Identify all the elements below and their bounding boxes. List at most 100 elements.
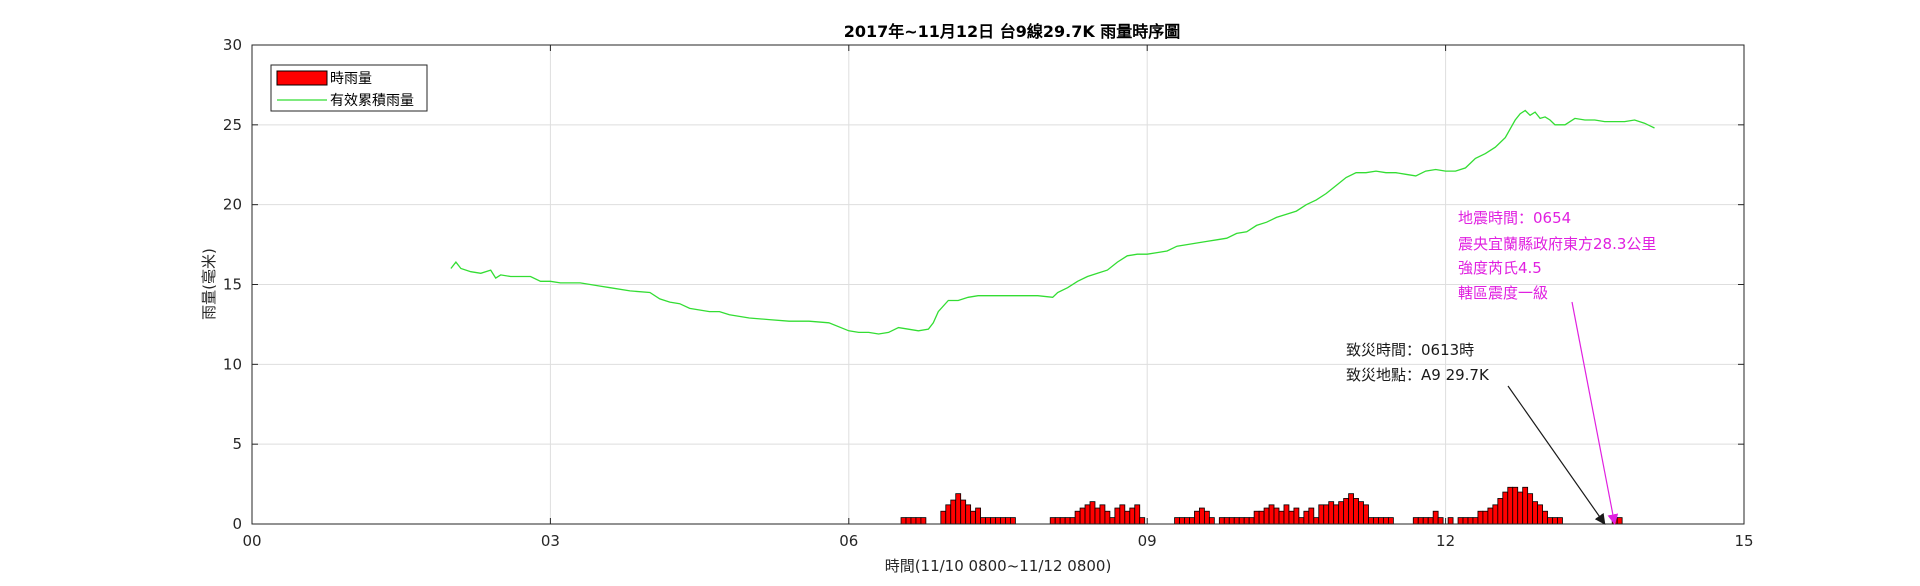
bar <box>1089 501 1096 525</box>
bar <box>1427 517 1434 525</box>
bar <box>1119 504 1126 525</box>
bar <box>970 510 977 525</box>
bar <box>945 504 952 525</box>
legend-label-hourly-rainfall: 時雨量 <box>330 71 372 87</box>
annotation-disaster-time: 致災時間：0613時 <box>1346 341 1474 359</box>
bar <box>1104 510 1111 525</box>
bar <box>1412 517 1419 525</box>
bar <box>900 517 907 525</box>
bar <box>1179 517 1185 525</box>
y-tick-label: 20 <box>223 196 242 214</box>
bar <box>1208 517 1215 525</box>
bar <box>1114 507 1121 525</box>
bar <box>1174 517 1180 525</box>
legend-label-cumulative-rainfall: 有效累積雨量 <box>330 93 414 109</box>
bar <box>1507 486 1514 525</box>
bar <box>1000 517 1006 525</box>
bar <box>1616 517 1623 525</box>
bar <box>1199 507 1205 525</box>
annotation-disaster: 致災時間：0613時 致災地點：A9 29.7K <box>1346 341 1606 525</box>
bar <box>1238 517 1245 525</box>
bar <box>1537 504 1543 525</box>
bar <box>1099 504 1106 525</box>
y-tick-label: 15 <box>223 276 242 294</box>
x-tick-label: 12 <box>1436 532 1455 550</box>
bar <box>1253 510 1260 525</box>
bar <box>1293 507 1300 525</box>
bar <box>1243 517 1250 525</box>
bar <box>1417 517 1424 525</box>
bar <box>1074 510 1081 525</box>
bar <box>1079 507 1086 525</box>
bar <box>915 517 922 525</box>
bar <box>1457 517 1464 525</box>
bar <box>1477 510 1484 525</box>
bar <box>1203 510 1210 525</box>
bar <box>920 517 927 525</box>
bar <box>995 517 1001 525</box>
bar <box>1313 517 1320 525</box>
bar <box>1512 486 1519 525</box>
annotation-earthquake-intensity: 轄區震度一級 <box>1458 284 1548 302</box>
annotation-earthquake-epicenter: 震央宜蘭縣政府東方28.3公里 <box>1458 235 1656 253</box>
bar <box>1522 486 1529 525</box>
bar <box>960 499 967 525</box>
bar <box>1288 510 1295 525</box>
bar <box>1353 498 1359 525</box>
y-tick-label: 0 <box>232 515 242 533</box>
y-tick-label: 30 <box>223 36 242 54</box>
bar <box>1273 507 1280 525</box>
x-tick-label: 00 <box>242 532 261 550</box>
bar <box>1348 493 1354 525</box>
bar <box>1388 517 1394 525</box>
bar <box>1064 517 1071 525</box>
bar <box>1049 517 1056 525</box>
bar <box>1343 498 1350 525</box>
bar <box>1134 504 1141 525</box>
annotation-earthquake-arrow <box>1571 301 1619 526</box>
annotation-earthquake: 地震時間：0654 震央宜蘭縣政府東方28.3公里 強度芮氏4.5 轄區震度一級 <box>1458 209 1656 526</box>
bar <box>1437 517 1444 525</box>
gridlines <box>252 45 1744 524</box>
x-tick-label: 09 <box>1138 532 1157 550</box>
bar <box>1447 517 1454 525</box>
bar <box>985 517 991 525</box>
bar <box>1109 517 1116 525</box>
bar <box>1005 517 1011 525</box>
bar <box>1482 510 1489 525</box>
bar <box>1542 510 1548 525</box>
bar <box>1094 507 1101 525</box>
y-tick-label: 25 <box>223 116 242 134</box>
bar <box>1194 510 1200 525</box>
bar <box>1383 517 1389 525</box>
bar <box>950 499 957 525</box>
bar <box>1069 517 1076 525</box>
bar <box>1517 491 1524 525</box>
bar <box>1378 517 1384 525</box>
bar <box>1189 517 1195 525</box>
bar <box>905 517 912 525</box>
bar <box>1333 504 1340 525</box>
bar <box>1228 517 1235 525</box>
bar <box>1129 507 1136 525</box>
annotation-disaster-arrow <box>1507 385 1606 525</box>
bar <box>1218 517 1225 525</box>
bar <box>910 517 917 525</box>
bar <box>1318 504 1325 525</box>
bar <box>980 517 986 525</box>
bar <box>1527 493 1534 525</box>
bar <box>1358 501 1364 525</box>
bar <box>1303 510 1310 525</box>
bar <box>1497 498 1504 525</box>
bar <box>1373 517 1379 525</box>
annotation-earthquake-time: 地震時間：0654 <box>1458 209 1571 227</box>
bar <box>1338 501 1345 525</box>
bar <box>1432 510 1439 525</box>
bar <box>1502 491 1509 525</box>
bar <box>1552 517 1558 525</box>
bar <box>1184 517 1190 525</box>
bar <box>1487 507 1494 525</box>
bar <box>1263 507 1270 525</box>
bar <box>965 504 972 525</box>
x-tick-label: 15 <box>1734 532 1753 550</box>
